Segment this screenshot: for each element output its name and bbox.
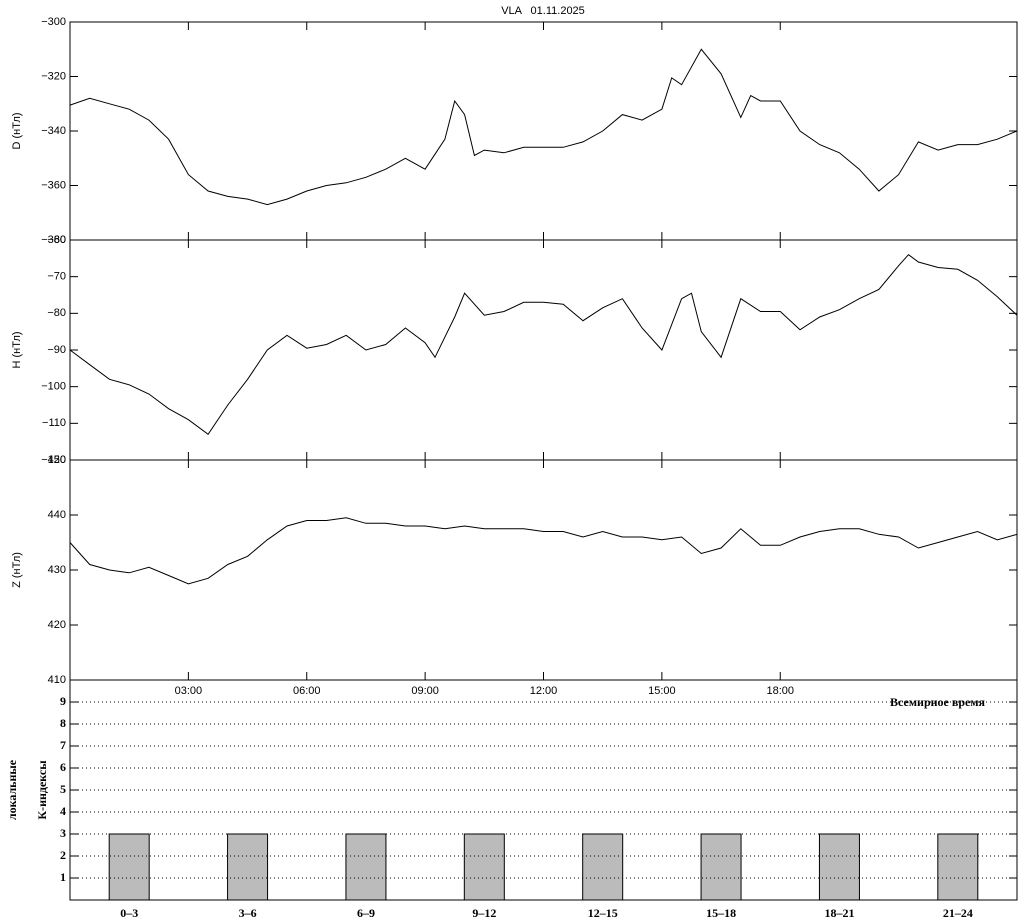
data-line	[69, 254, 1018, 436]
x-tick-label: 21–24	[943, 906, 973, 920]
bar	[700, 833, 742, 901]
x-tick-label: 6–9	[357, 906, 375, 920]
y-tick-label: 410	[48, 674, 66, 686]
y-tick-label: 450	[48, 454, 66, 466]
data-line	[69, 517, 1018, 585]
x-axis-label: Всемирное время	[890, 695, 985, 709]
y-tick-label: −340	[41, 125, 66, 137]
y-tick-label: −80	[47, 307, 66, 319]
y-tick-label: −100	[41, 381, 66, 393]
x-tick-label: 0–3	[120, 906, 138, 920]
y-tick-label: −110	[42, 417, 66, 429]
bar	[463, 833, 505, 901]
y-tick-label: −300	[41, 16, 66, 28]
y-tick-label: 1	[60, 870, 66, 884]
y-tick-label: 8	[60, 716, 66, 730]
y-axis-label: К-индексы	[35, 760, 49, 820]
y-tick-label: 4	[60, 804, 66, 818]
x-tick-label: 18–21	[824, 906, 854, 920]
y-tick-label: 3	[60, 826, 66, 840]
y-tick-label: 2	[60, 848, 66, 862]
bar	[227, 833, 269, 901]
y-tick-label: −380	[41, 234, 66, 246]
y-tick-label: 440	[48, 509, 66, 521]
bar	[937, 833, 979, 901]
x-tick-label: 06:00	[293, 685, 321, 697]
y-tick-label: 5	[60, 782, 66, 796]
x-tick-label: 15–18	[706, 906, 736, 920]
plot-frame	[69, 239, 1018, 461]
y-axis-label: D (нТл)	[11, 112, 23, 149]
y-tick-label: −60	[47, 234, 66, 246]
y-tick-label: 9	[60, 694, 66, 708]
y-tick-label: 430	[48, 564, 66, 576]
y-axis-label: локальные	[5, 759, 19, 820]
y-tick-label: −320	[41, 70, 66, 82]
data-line	[69, 48, 1018, 206]
bar	[345, 833, 387, 901]
plot-frame	[69, 21, 1018, 241]
x-tick-label: 18:00	[766, 685, 794, 697]
y-axis-label: H (нТл)	[11, 331, 23, 368]
y-tick-label: −70	[47, 271, 66, 283]
chart-title: VLA 01.11.2025	[501, 5, 585, 17]
plot-frame	[69, 679, 1018, 901]
y-tick-label: −90	[47, 344, 66, 356]
x-tick-label: 3–6	[239, 906, 257, 920]
x-tick-label: 09:00	[411, 685, 439, 697]
bar	[582, 833, 624, 901]
x-tick-label: 12:00	[530, 685, 558, 697]
y-tick-label: 6	[60, 760, 66, 774]
x-tick-label: 9–12	[472, 906, 496, 920]
x-tick-label: 15:00	[648, 685, 676, 697]
y-tick-label: 420	[48, 619, 66, 631]
y-tick-label: 7	[60, 738, 66, 752]
x-tick-label: 12–15	[588, 906, 618, 920]
bar	[818, 833, 860, 901]
y-tick-label: −360	[41, 179, 66, 191]
y-axis-label: Z (нТл)	[11, 552, 23, 588]
plot-frame	[69, 459, 1018, 681]
x-tick-label: 03:00	[175, 685, 203, 697]
bar	[108, 833, 150, 901]
y-tick-label: −120	[41, 454, 66, 466]
